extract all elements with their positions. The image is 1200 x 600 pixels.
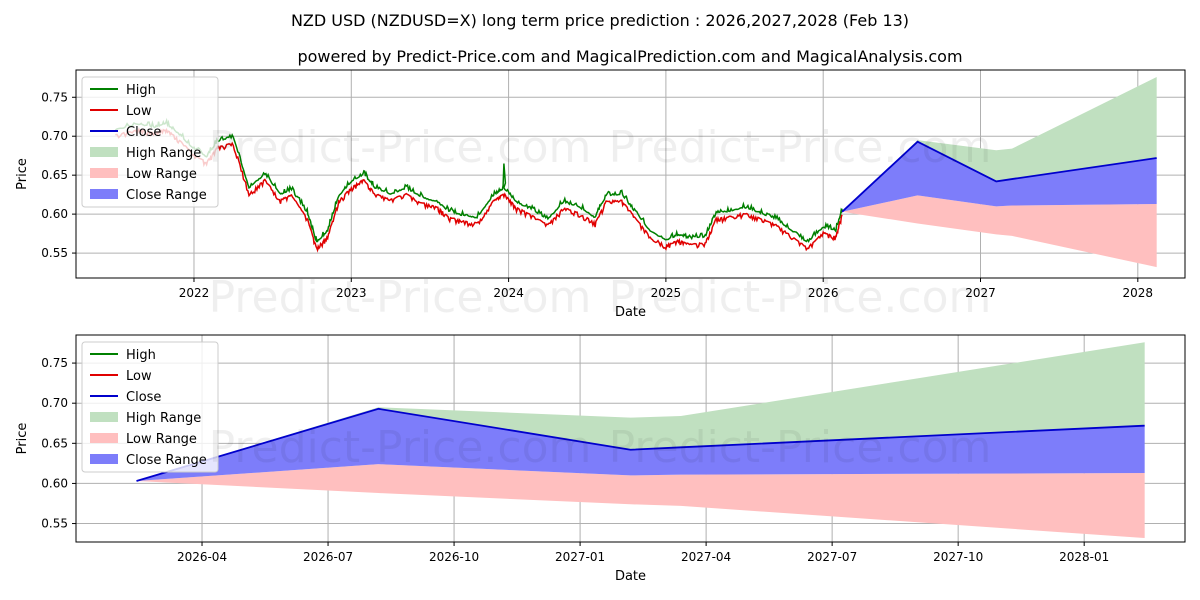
close-forecast-line (136, 407, 1145, 482)
close-range-area (136, 408, 1145, 482)
chart-subtitle: powered by Predict-Price.com and Magical… (297, 47, 962, 66)
legend-swatch-close_range (90, 454, 118, 464)
watermark-text: Predict-Price.com (609, 422, 992, 473)
x-tick-label: 2022 (179, 286, 210, 300)
x-tick-label: 2027-04 (681, 550, 731, 564)
y-tick-label: 0.65 (41, 168, 68, 182)
y-axis-label: Price (15, 158, 30, 190)
y-tick-label: 0.60 (41, 207, 68, 221)
x-tick-label: 2026-04 (177, 550, 227, 564)
legend-swatch-close_range (90, 189, 118, 199)
y-tick-label: 0.60 (41, 476, 68, 490)
low-range-area (842, 195, 1157, 268)
axes-frame (75, 69, 1186, 279)
legend-label-close_range: Close Range (126, 453, 207, 468)
x-tick-label: 2028-01 (1059, 550, 1109, 564)
x-tick-label: 2023 (336, 286, 367, 300)
y-tick-label: 0.55 (41, 246, 68, 260)
y-tick-label: 0.75 (41, 356, 68, 370)
x-tick-label: 2027-01 (555, 550, 605, 564)
watermark-text: Predict-Price.com (609, 122, 992, 173)
x-tick-label: 2026 (808, 286, 839, 300)
x-tick-label: 2027 (965, 286, 996, 300)
y-tick-label: 0.65 (41, 436, 68, 450)
legend-label-low_range: Low Range (126, 167, 197, 182)
legend-label-low: Low (126, 369, 152, 384)
axes-frame (75, 334, 1186, 543)
y-tick-label: 0.70 (41, 129, 68, 143)
high-history-line (114, 117, 843, 243)
legend-swatch-low_range (90, 168, 118, 178)
x-tick-label: 2026-10 (429, 550, 479, 564)
legend-swatch-low_range (90, 433, 118, 443)
legend-label-high_range: High Range (126, 146, 201, 161)
x-tick-label: 2027-10 (933, 550, 983, 564)
x-tick-label: 2024 (493, 286, 524, 300)
watermark-text: Predict-Price.com (209, 272, 592, 323)
legend-label-close: Close (126, 125, 161, 140)
high-range-area (842, 77, 1157, 212)
x-tick-label: 2028 (1123, 286, 1154, 300)
y-axis-label: Price (15, 423, 30, 455)
legend-label-low_range: Low Range (126, 432, 197, 447)
legend-label-close_range: Close Range (126, 188, 207, 203)
legend-label-high: High (126, 348, 156, 363)
legend-label-close: Close (126, 390, 161, 405)
chart-title: NZD USD (NZDUSD=X) long term price predi… (291, 11, 909, 30)
y-tick-label: 0.55 (41, 517, 68, 531)
x-tick-label: 2026-07 (303, 550, 353, 564)
legend-label-high_range: High Range (126, 411, 201, 426)
y-tick-label: 0.75 (41, 90, 68, 104)
close-range-area (842, 141, 1157, 212)
legend-swatch-high_range (90, 147, 118, 157)
x-axis-label: Date (615, 305, 646, 320)
panel-top (72, 69, 1186, 282)
x-tick-label: 2025 (651, 286, 682, 300)
low-range-area (136, 464, 1145, 538)
legend-swatch-high_range (90, 412, 118, 422)
panel-bottom (72, 334, 1186, 546)
y-tick-label: 0.70 (41, 396, 68, 410)
watermark-text: Predict-Price.com (209, 122, 592, 173)
watermark-text: Predict-Price.com (609, 272, 992, 323)
legend-label-high: High (126, 83, 156, 98)
low-history-line (115, 127, 843, 253)
x-axis-label: Date (615, 569, 646, 584)
close-forecast-line (841, 140, 1157, 213)
high-range-area (136, 342, 1145, 482)
legend-label-low: Low (126, 104, 152, 119)
x-tick-label: 2027-07 (807, 550, 857, 564)
watermark-text: Predict-Price.com (209, 422, 592, 473)
